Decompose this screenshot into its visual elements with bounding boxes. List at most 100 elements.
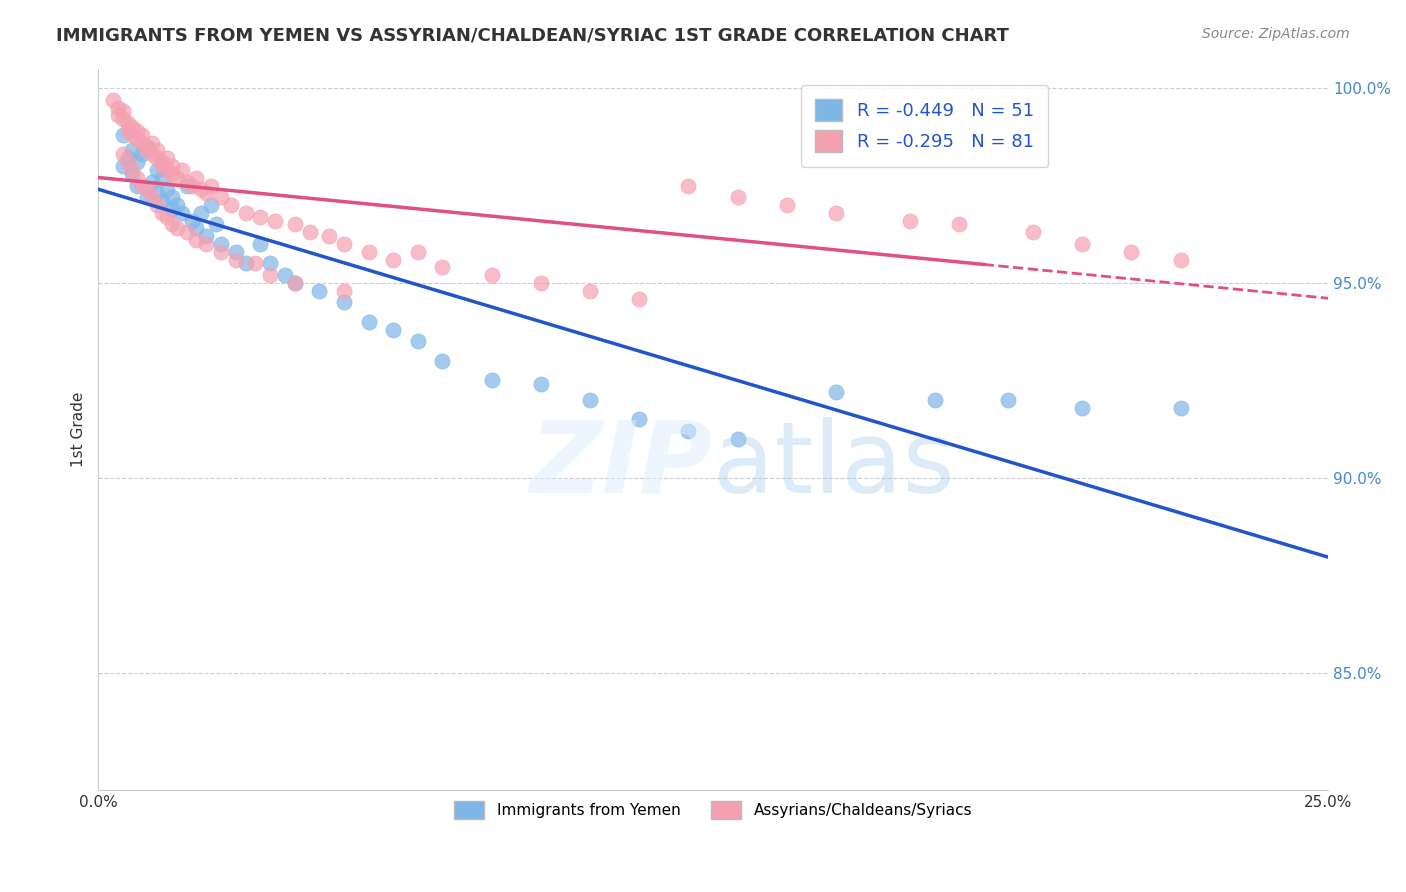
Point [249, 237, 271, 252]
Point [160, 167, 183, 181]
Point [131, 136, 153, 150]
Point [579, 392, 602, 407]
Point [127, 178, 149, 193]
Point [1071, 401, 1094, 415]
Point [264, 213, 287, 227]
Point [121, 167, 143, 181]
Point [205, 218, 228, 232]
Point [898, 213, 921, 227]
Legend: Immigrants from Yemen, Assyrians/Chaldeans/Syriacs: Immigrants from Yemen, Assyrians/Chaldea… [447, 795, 979, 826]
Point [121, 128, 143, 142]
Point [579, 284, 602, 298]
Point [101, 93, 124, 107]
Point [259, 268, 281, 283]
Point [298, 225, 321, 239]
Point [274, 268, 297, 283]
Text: ZIP: ZIP [530, 417, 713, 514]
Point [284, 276, 307, 290]
Point [308, 284, 330, 298]
Point [678, 424, 700, 438]
Point [156, 151, 179, 165]
Point [1121, 244, 1143, 259]
Point [1022, 225, 1045, 239]
Text: atlas: atlas [713, 417, 955, 514]
Point [357, 244, 380, 259]
Point [150, 155, 173, 169]
Point [382, 252, 405, 267]
Point [160, 202, 183, 216]
Point [190, 206, 212, 220]
Point [382, 323, 405, 337]
Point [176, 225, 198, 239]
Point [136, 139, 159, 153]
Point [180, 178, 202, 193]
Point [156, 210, 179, 224]
Point [284, 218, 307, 232]
Point [131, 128, 153, 142]
Point [318, 229, 340, 244]
Point [190, 182, 212, 196]
Point [117, 116, 139, 130]
Point [727, 432, 749, 446]
Point [628, 292, 651, 306]
Point [136, 139, 159, 153]
Point [530, 276, 553, 290]
Point [481, 268, 503, 283]
Point [357, 315, 380, 329]
Point [136, 190, 159, 204]
Point [209, 244, 232, 259]
Point [924, 392, 946, 407]
Point [219, 198, 242, 212]
Point [146, 198, 169, 212]
Point [186, 233, 208, 247]
Point [117, 151, 139, 165]
Point [948, 218, 970, 232]
Point [481, 374, 503, 388]
Point [170, 162, 193, 177]
Point [121, 120, 143, 134]
Point [121, 144, 143, 158]
Point [180, 213, 202, 227]
Point [146, 151, 169, 165]
Point [150, 206, 173, 220]
Point [209, 237, 232, 252]
Point [141, 147, 163, 161]
Point [131, 178, 153, 193]
Point [628, 412, 651, 426]
Point [166, 221, 188, 235]
Point [200, 178, 222, 193]
Point [1170, 252, 1192, 267]
Point [333, 237, 356, 252]
Point [1071, 237, 1094, 252]
Point [225, 244, 247, 259]
Point [160, 190, 183, 204]
Point [186, 221, 208, 235]
Text: IMMIGRANTS FROM YEMEN VS ASSYRIAN/CHALDEAN/SYRIAC 1ST GRADE CORRELATION CHART: IMMIGRANTS FROM YEMEN VS ASSYRIAN/CHALDE… [56, 27, 1010, 45]
Point [127, 170, 149, 185]
Point [170, 206, 193, 220]
Point [678, 178, 700, 193]
Text: Source: ZipAtlas.com: Source: ZipAtlas.com [1202, 27, 1350, 41]
Point [825, 206, 848, 220]
Point [333, 295, 356, 310]
Point [146, 144, 169, 158]
Point [117, 155, 139, 169]
Point [141, 136, 163, 150]
Point [166, 198, 188, 212]
Point [127, 124, 149, 138]
Point [160, 218, 183, 232]
Point [136, 182, 159, 196]
Point [997, 392, 1019, 407]
Point [259, 256, 281, 270]
Point [111, 128, 134, 142]
Point [111, 159, 134, 173]
Point [156, 162, 179, 177]
Point [117, 124, 139, 138]
Point [235, 206, 257, 220]
Point [195, 186, 218, 201]
Point [127, 132, 149, 146]
Point [150, 159, 173, 173]
Point [225, 252, 247, 267]
Point [111, 112, 134, 127]
Point [146, 162, 169, 177]
